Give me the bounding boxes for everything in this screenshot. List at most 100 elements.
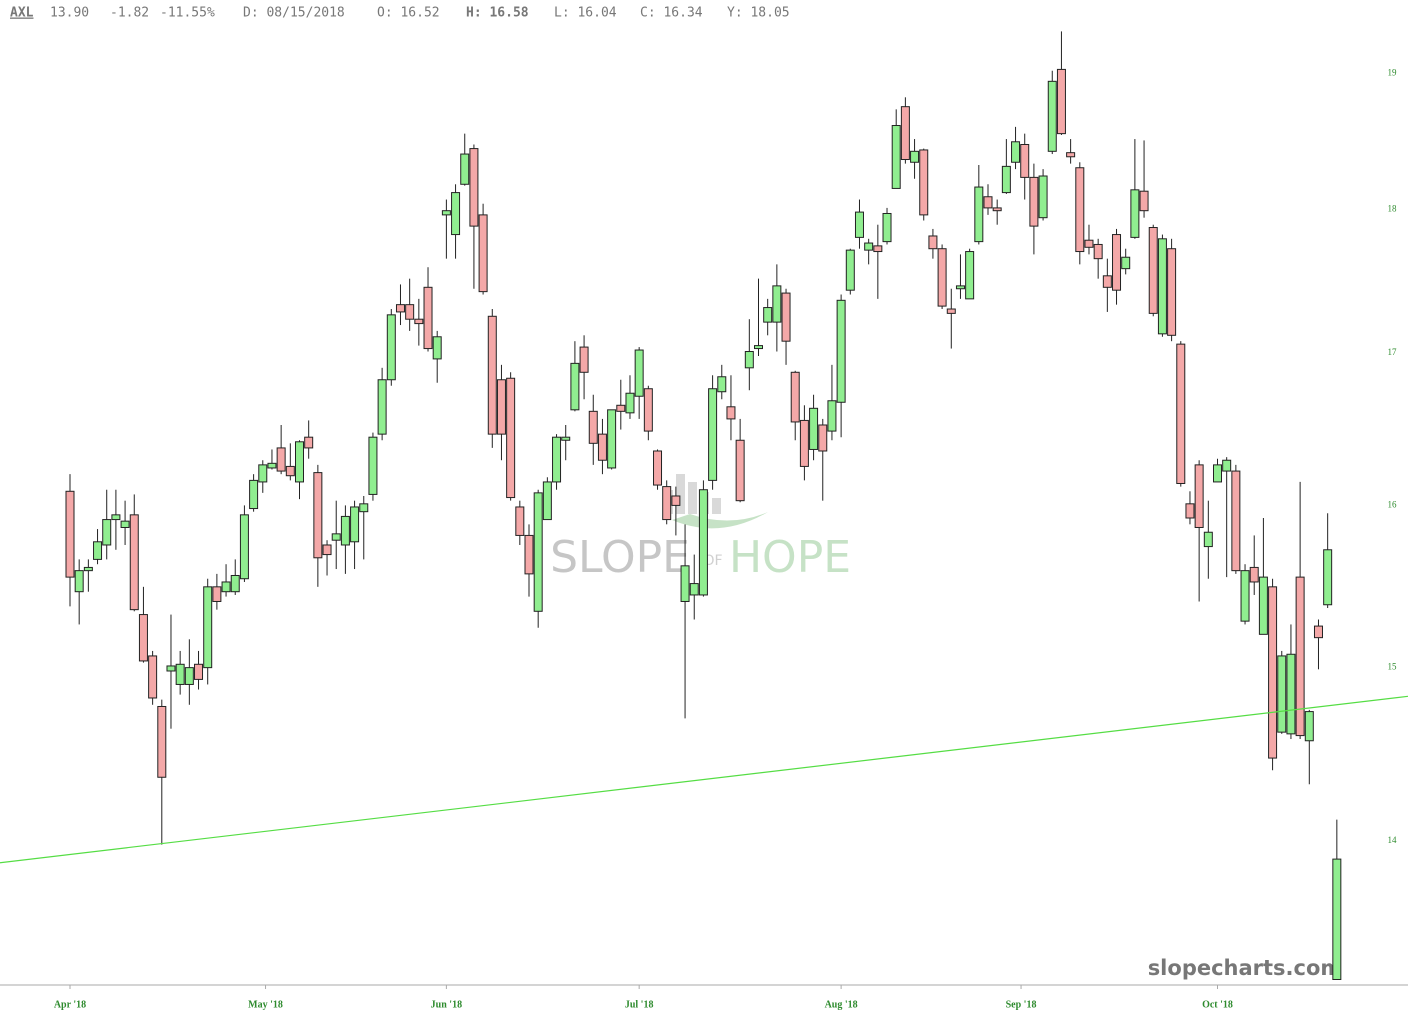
candle-body: [148, 655, 158, 699]
candle-body: [120, 520, 130, 528]
source: slopecharts.com: [1148, 956, 1343, 980]
candle-body: [295, 441, 304, 483]
candle-body: [965, 251, 975, 300]
candle-body: [910, 150, 920, 163]
candle-body: [230, 574, 240, 593]
candle-body: [1112, 234, 1122, 291]
candle-body: [1038, 175, 1048, 219]
readout: Y: 18.05: [727, 6, 790, 21]
candle-body: [1231, 470, 1241, 572]
candle-body: [1295, 576, 1305, 737]
candle-body: [203, 586, 213, 669]
candle-body: [552, 436, 562, 483]
readout: C: 16.34: [640, 6, 703, 21]
candle-body: [496, 379, 506, 435]
readout: O: 16.52: [377, 6, 440, 21]
candle-body: [1268, 586, 1278, 759]
candle-body: [1304, 711, 1314, 742]
candle-body: [249, 479, 259, 510]
candle-body: [74, 570, 84, 593]
candle-body: [955, 285, 965, 290]
candle-body: [1203, 531, 1213, 548]
candle-body: [432, 336, 442, 360]
watermark-icon: [712, 498, 721, 514]
candle-body: [322, 544, 332, 556]
candle-body: [653, 450, 663, 486]
candle-body: [239, 514, 249, 580]
candle-body: [854, 211, 864, 238]
candle-body: [524, 534, 534, 575]
candle-body: [184, 667, 194, 685]
candle-body: [643, 388, 653, 432]
trendline: [0, 695, 1408, 864]
candle-body: [267, 462, 277, 469]
candle-body: [1121, 256, 1131, 270]
x-tick-label: Jul '18: [625, 999, 654, 1010]
candle-body: [1047, 80, 1057, 152]
candle-body: [570, 362, 580, 411]
candle-body: [1075, 167, 1085, 253]
candle-body: [607, 409, 617, 469]
candle-body: [662, 486, 672, 521]
candle-body: [1167, 248, 1177, 336]
candle-body: [1139, 190, 1149, 212]
candle-body: [1001, 165, 1011, 194]
candle-body: [836, 299, 846, 403]
candle-body: [1093, 243, 1103, 260]
candle-body: [487, 315, 497, 435]
candle-body: [1194, 464, 1204, 528]
x-tick-label: Sep '18: [1006, 999, 1037, 1010]
candle-body: [1084, 239, 1094, 248]
candle-body: [790, 371, 800, 423]
candle-body: [919, 149, 929, 216]
candle-body: [304, 436, 314, 449]
candle-body: [340, 515, 350, 546]
candle-body: [983, 196, 993, 209]
candle-body: [1240, 570, 1250, 622]
candle-body: [781, 292, 791, 342]
candle-body: [359, 503, 369, 513]
y-tick-label: 16: [1388, 499, 1398, 509]
candle-body: [313, 472, 323, 559]
candle-body: [285, 465, 295, 477]
y-tick-label: 18: [1388, 203, 1398, 213]
candle-body: [809, 407, 819, 450]
candle-body: [506, 377, 516, 499]
candle-body: [726, 406, 736, 420]
candle-body: [1286, 653, 1296, 735]
candle-body: [451, 192, 461, 236]
y-tick-label: 14: [1388, 835, 1398, 845]
candle-body: [799, 419, 809, 467]
candle-body: [937, 248, 947, 307]
candle-body: [689, 583, 699, 596]
candle-body: [597, 433, 607, 461]
candle-body: [350, 506, 360, 543]
candle-body: [194, 663, 204, 680]
candle-body: [561, 436, 571, 441]
readout: D: 08/15/2018: [243, 6, 345, 21]
candle-body: [1066, 152, 1076, 158]
candle-body: [1258, 576, 1268, 635]
readout: H: 16.58: [466, 6, 529, 21]
candle-body: [588, 410, 598, 444]
candle-body: [763, 307, 773, 323]
candle-body: [864, 242, 874, 251]
watermark-icon: [688, 482, 697, 514]
candle-body: [900, 106, 910, 161]
y-tick-label: 17: [1388, 347, 1398, 357]
candle-body: [157, 705, 167, 778]
x-tick-label: Jun '18: [431, 999, 462, 1010]
candle-body: [1313, 625, 1323, 639]
candle-body: [845, 249, 855, 291]
watermark: SLOPE OF HOPE: [550, 474, 851, 583]
candle-body: [331, 533, 341, 541]
candle-body: [717, 376, 727, 393]
candle-body: [175, 663, 185, 685]
candle-body: [414, 318, 424, 325]
candle-body: [478, 214, 488, 293]
candle-body: [882, 212, 892, 243]
candle-body: [405, 304, 415, 320]
candle-body: [698, 489, 708, 596]
candle-body: [974, 186, 984, 243]
